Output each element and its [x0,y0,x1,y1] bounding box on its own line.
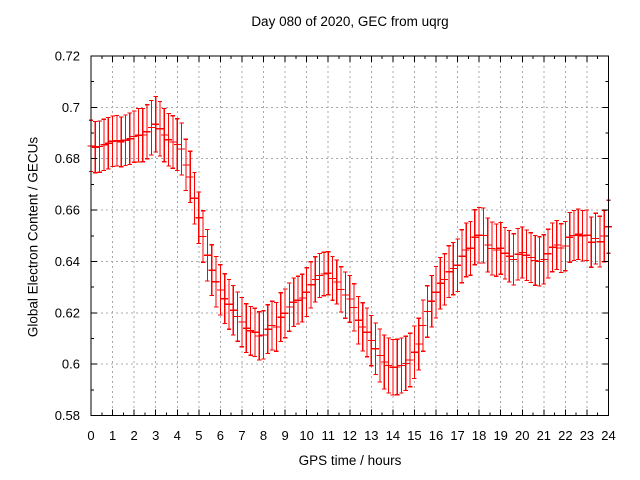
x-tick-labels: 0 1 2 3 4 5 6 7 8 9 10 11 12 13 14 15 16 17 18 19 20 21 22 23 24 [87,428,615,443]
y-tick-label: 0.66 [55,203,80,218]
x-tick-label: 4 [174,428,181,443]
y-tick-label: 0.72 [55,49,80,64]
x-tick-label: 16 [429,428,443,443]
y-tick-label: 0.62 [55,305,80,320]
x-tick-label: 17 [450,428,464,443]
x-tick-label: 20 [515,428,529,443]
x-tick-label: 14 [386,428,400,443]
x-tick-label: 3 [152,428,159,443]
x-tick-label: 12 [343,428,357,443]
x-tick-label: 6 [217,428,224,443]
y-tick-labels: 0.58 0.6 0.62 0.64 0.66 0.68 0.7 0.72 [55,49,80,424]
x-tick-label: 18 [472,428,486,443]
y-tick-label: 0.58 [55,408,80,423]
x-tick-label: 0 [87,428,94,443]
x-axis-title: GPS time / hours [298,453,402,468]
x-tick-label: 10 [299,428,313,443]
x-tick-label: 2 [131,428,138,443]
x-tick-label: 9 [281,428,288,443]
x-tick-label: 1 [109,428,116,443]
x-tick-label: 7 [238,428,245,443]
error-bar-series [87,95,612,396]
y-tick-label: 0.68 [55,151,80,166]
x-tick-label: 13 [364,428,378,443]
chart-title: Day 080 of 2020, GEC from uqrg [251,14,449,29]
x-tick-label: 5 [195,428,202,443]
x-tick-label: 19 [493,428,507,443]
x-tick-label: 21 [537,428,551,443]
x-tick-label: 11 [321,428,335,443]
x-tick-label: 24 [601,428,615,443]
y-tick-label: 0.6 [62,357,80,372]
x-tick-label: 22 [558,428,572,443]
y-tick-label: 0.7 [62,100,80,115]
x-tick-label: 8 [260,428,267,443]
x-tick-label: 15 [407,428,421,443]
y-axis-title-text: Global Electron Content / GECUs [25,136,41,338]
axes [90,55,609,416]
y-tick-label: 0.64 [55,254,80,269]
x-tick-label: 23 [580,428,594,443]
